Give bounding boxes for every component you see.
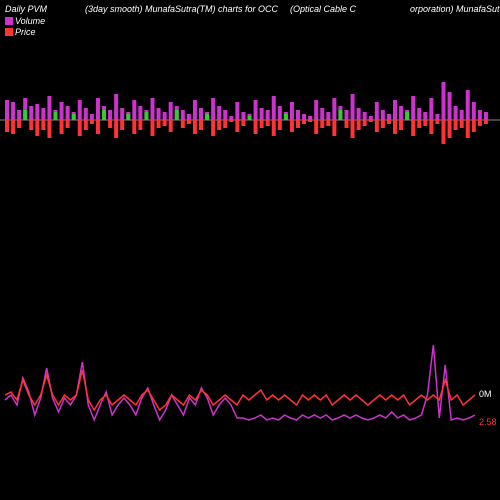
- axis-label-bottom: 2.58: [479, 417, 497, 427]
- chart-root: Daily PVM (3day smooth) MunafaSutra(TM) …: [0, 0, 500, 500]
- axis-label-top: 0M: [479, 389, 492, 399]
- chart-svg: [0, 0, 500, 500]
